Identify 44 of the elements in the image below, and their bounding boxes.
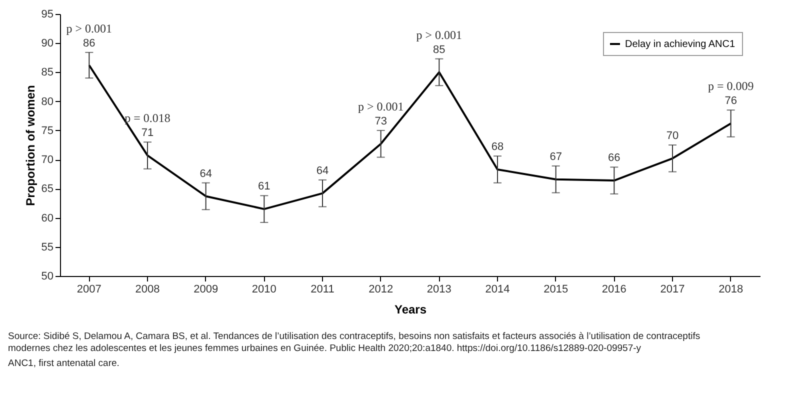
annotation: p > 0.001 <box>416 28 462 42</box>
x-tick-label: 2012 <box>368 284 394 296</box>
x-tick-label: 2017 <box>660 284 685 296</box>
annotation: p = 0.018 <box>124 111 170 126</box>
y-tick-label: 55 <box>41 241 54 254</box>
data-label: 66 <box>608 152 620 164</box>
y-tick-label: 50 <box>41 270 54 282</box>
x-tick-label: 2007 <box>76 284 102 296</box>
x-tick-label: 2013 <box>426 284 452 296</box>
data-label: 76 <box>724 95 737 108</box>
y-axis-title: Proportion of women <box>23 85 38 206</box>
data-label: 68 <box>491 141 504 154</box>
annotation: p > 0.001 <box>358 99 404 114</box>
source-note: Source: Sidibé S, Delamou A, Camara BS, et al. Tendances de l’utilisation des contraceptifs, besoins non satisfaits et facteurs associés à l’utilisation de contraceptifs modernes chez les adolescentes et les jeunes femmes urbaines en Guinée. Public Health 2020;20:a1840. https://doi.org/10.1186/s12889-020-09957-y <box>8 331 700 354</box>
y-tick-label: 65 <box>41 183 54 196</box>
data-label: 64 <box>200 168 212 180</box>
data-label: 86 <box>83 37 96 50</box>
x-tick-label: 2014 <box>485 284 510 296</box>
data-label: 64 <box>316 164 329 177</box>
data-label: 70 <box>666 130 679 142</box>
data-label: 67 <box>550 150 562 163</box>
x-axis-title: Years <box>394 302 427 316</box>
y-tick-label: 70 <box>41 154 54 166</box>
x-tick-label: 2010 <box>252 284 276 296</box>
data-label: 61 <box>258 180 270 193</box>
y-tick-label: 80 <box>41 96 54 108</box>
annotation: p > 0.001 <box>66 21 112 36</box>
x-tick-label: 2016 <box>602 284 626 296</box>
x-tick-label: 2018 <box>718 284 744 296</box>
legend-label: Delay in achieving ANC1 <box>625 39 736 50</box>
x-tick-label: 2008 <box>135 284 160 296</box>
y-tick-label: 90 <box>41 38 54 50</box>
data-label: 85 <box>433 44 446 56</box>
text: ANC1, first antenatal care. <box>8 358 120 369</box>
y-tick-label: 75 <box>41 124 54 137</box>
annotation: p = 0.009 <box>708 79 754 94</box>
y-tick-label: 85 <box>41 66 54 79</box>
data-label: 71 <box>141 127 154 140</box>
y-tick-label: 95 <box>41 8 54 20</box>
x-tick-label: 2009 <box>194 284 218 296</box>
y-tick-label: 60 <box>41 212 54 224</box>
data-label: 73 <box>374 115 387 128</box>
x-tick-label: 2011 <box>310 284 334 296</box>
x-tick-label: 2015 <box>544 284 568 296</box>
